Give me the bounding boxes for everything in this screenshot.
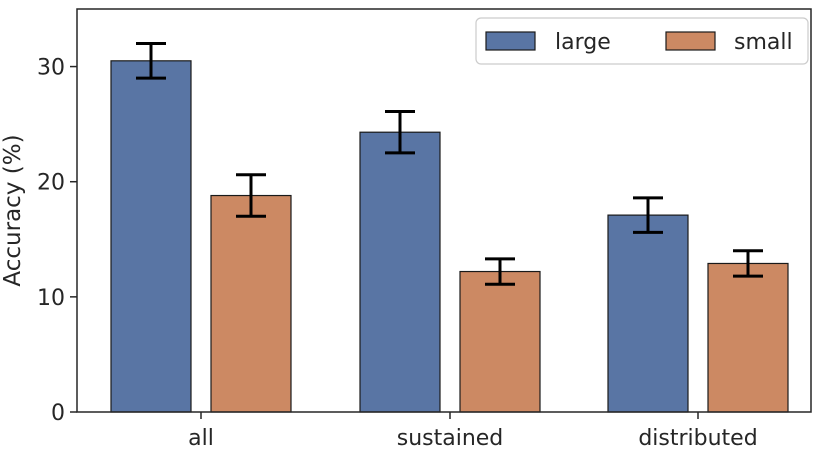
- y-tick-label: 10: [37, 286, 65, 311]
- bar-large-sustained: [359, 131, 441, 413]
- x-axis-ticks: all sustained distributed: [188, 412, 758, 450]
- legend-swatch-small: [665, 31, 716, 51]
- plot-frame: [76, 8, 812, 413]
- legend-label-large: large: [555, 30, 611, 55]
- errorbars-layer: [136, 42, 763, 286]
- bar-small-distributed: [707, 262, 789, 413]
- y-axis-label: Accuracy (%): [0, 134, 26, 286]
- legend-label-small: small: [734, 30, 793, 55]
- bars-layer: [110, 60, 789, 413]
- y-tick-label: 30: [37, 56, 65, 81]
- legend: large small: [475, 17, 809, 65]
- x-tick-label-distributed: distributed: [638, 426, 757, 450]
- y-axis-ticks: 0 10 20 30: [37, 56, 77, 426]
- axes-layer: [76, 8, 812, 413]
- legend-swatch-large: [485, 31, 536, 51]
- bar-large-distributed: [607, 214, 689, 413]
- x-tick-label-sustained: sustained: [397, 426, 504, 450]
- y-tick-label: 0: [51, 401, 65, 426]
- bar-large-all: [110, 60, 192, 413]
- bar-small-all: [210, 194, 292, 413]
- x-tick-label-all: all: [188, 426, 214, 450]
- y-tick-label: 20: [37, 171, 65, 196]
- legend-box: [475, 17, 809, 65]
- bar-small-sustained: [459, 270, 541, 413]
